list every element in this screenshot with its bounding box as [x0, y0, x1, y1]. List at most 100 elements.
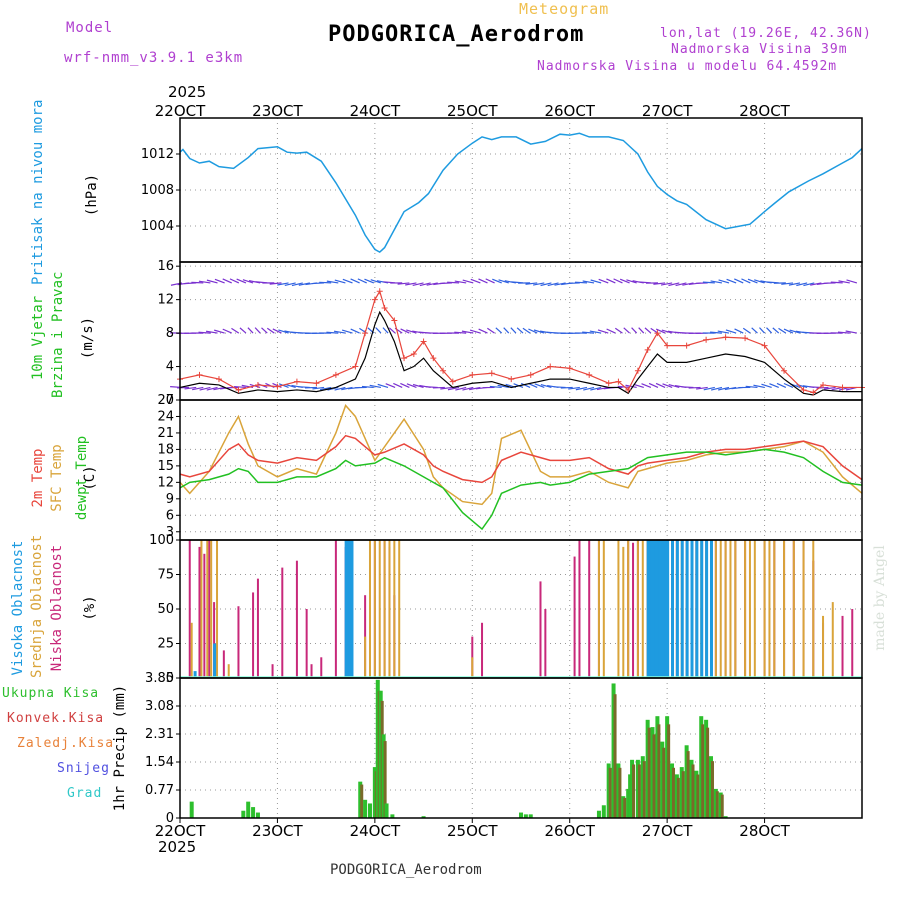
- mid-cloud-bar: [773, 540, 776, 678]
- wind-arrow: [229, 278, 240, 284]
- low-cloud-bar: [198, 546, 201, 678]
- high-cloud-bar: [348, 540, 352, 678]
- gust-marker: [376, 288, 383, 295]
- low-cloud-bar: [208, 540, 211, 678]
- wind-arrow: [766, 327, 773, 334]
- y-tick-label: 1004: [141, 219, 174, 234]
- gust-marker: [410, 351, 417, 357]
- wind-arrow: [206, 330, 218, 334]
- total-precip-bar: [601, 805, 606, 818]
- x-tick-label-top: 23OCT: [252, 102, 303, 120]
- panel-frame: [179, 117, 863, 263]
- conv-precip-bar: [720, 794, 724, 818]
- gust-marker: [654, 330, 661, 337]
- wind-arrow: [376, 280, 389, 284]
- low-cloud-bar: [588, 540, 591, 678]
- wind-arrow: [796, 282, 808, 287]
- low-cloud-bar: [237, 606, 240, 678]
- low-cloud-bar: [373, 540, 376, 678]
- x-tick-label-bottom: 28OCT: [739, 822, 790, 840]
- wind-arrow: [272, 382, 282, 389]
- wind-arrow: [641, 383, 652, 389]
- conv-precip-bar: [686, 751, 690, 818]
- wind-arrow: [734, 328, 744, 334]
- total-precip-bar: [363, 799, 368, 818]
- legend-conv-rain: Konvek.Kisa: [7, 711, 105, 726]
- dewpt-line: [179, 448, 863, 531]
- pressure-ylabel: Pritisak na nivou mora: [30, 99, 46, 285]
- year-bottom-label: 2025: [158, 838, 197, 856]
- wind-arrow: [745, 385, 758, 389]
- wind-arrow: [278, 329, 289, 334]
- wind-arrow: [239, 327, 247, 334]
- wind-arrow: [845, 330, 858, 334]
- mid-cloud-bar: [661, 540, 664, 678]
- high-cloud-bar: [675, 540, 679, 678]
- wind-arrow: [718, 386, 730, 391]
- wind-arrow: [590, 279, 602, 284]
- wind-arrow: [326, 280, 339, 284]
- wind-arrow: [803, 282, 815, 287]
- gust-marker: [664, 342, 671, 349]
- wind-arrow: [783, 328, 794, 334]
- wind-arrow: [613, 278, 623, 284]
- wind-arrow: [412, 330, 424, 334]
- wind-arrow: [425, 386, 438, 389]
- conv-precip-bar: [676, 777, 680, 818]
- wind-arrow: [462, 279, 474, 284]
- wind-arrow: [290, 331, 303, 334]
- total-precip-bar: [718, 792, 723, 818]
- wind-arrow: [606, 328, 616, 334]
- wind-arrow: [285, 383, 296, 389]
- mid-cloud-bar: [675, 540, 678, 678]
- wind-arrow: [838, 280, 850, 284]
- wind-arrow: [478, 278, 488, 284]
- wind-arrow: [816, 386, 829, 389]
- conv-precip-bar: [657, 724, 661, 818]
- wind-arrow: [516, 327, 524, 334]
- low-cloud-bar: [666, 540, 669, 678]
- legend-hail: Grad: [67, 786, 103, 801]
- high-cloud-bar: [646, 540, 650, 678]
- wind-arrow: [266, 327, 275, 334]
- wind-arrow: [447, 386, 460, 391]
- y-tick-label: 3.08: [145, 699, 174, 714]
- wind-arrow: [619, 278, 630, 284]
- conv-precip-bar: [706, 727, 710, 818]
- wind-arrow: [702, 281, 715, 284]
- wind-arrow: [631, 327, 638, 334]
- low-cloud-bar: [305, 609, 308, 678]
- mid-cloud-bar: [744, 540, 747, 678]
- wind-arrow: [406, 329, 417, 334]
- low-cloud-bar: [734, 540, 737, 678]
- y-tick-label: 27: [157, 393, 174, 408]
- legend-frz-rain: Zaledj.Kisa: [17, 736, 115, 751]
- gust-marker: [508, 376, 515, 383]
- panel-frame: [179, 399, 863, 541]
- total-precip-bar: [596, 810, 601, 818]
- total-precip-bar: [528, 814, 533, 818]
- wind-arrow: [206, 386, 218, 391]
- conv-precip-bar: [696, 774, 700, 818]
- wind-arrow: [394, 327, 403, 334]
- wind-arrow: [561, 282, 573, 286]
- conv-precip-bar: [701, 724, 705, 818]
- total-precip-bar: [378, 690, 383, 818]
- legend-total-rain: Ukupna Kisa: [2, 686, 100, 701]
- temp2m-line: [179, 434, 863, 484]
- wind-arrow: [385, 383, 396, 389]
- wind-arrow: [505, 383, 517, 389]
- total-precip-bar: [699, 716, 704, 818]
- wind-arrow: [633, 383, 644, 389]
- wind-arrow: [341, 386, 353, 391]
- high-cloud-bar: [658, 540, 662, 678]
- mid-cloud-bar: [617, 540, 620, 678]
- conv-precip-bar: [383, 741, 387, 818]
- x-tick-label-bottom: 24OCT: [350, 822, 401, 840]
- year-top-label: 2025: [168, 83, 207, 101]
- wind-arrow: [809, 386, 822, 389]
- wind-arrow: [623, 327, 630, 334]
- total-precip-bar: [384, 803, 389, 818]
- wind-arrow: [220, 386, 232, 390]
- temp-unit: (C): [82, 465, 98, 491]
